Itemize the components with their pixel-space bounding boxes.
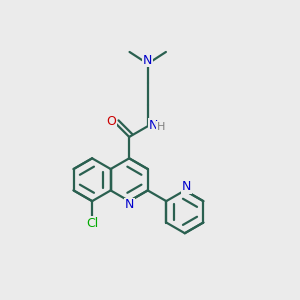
Text: Cl: Cl <box>86 217 98 230</box>
Text: N: N <box>143 54 152 67</box>
Text: O: O <box>106 115 116 128</box>
Text: H: H <box>157 122 165 132</box>
Text: N: N <box>149 119 158 132</box>
Text: N: N <box>182 180 191 193</box>
Text: N: N <box>124 199 134 212</box>
